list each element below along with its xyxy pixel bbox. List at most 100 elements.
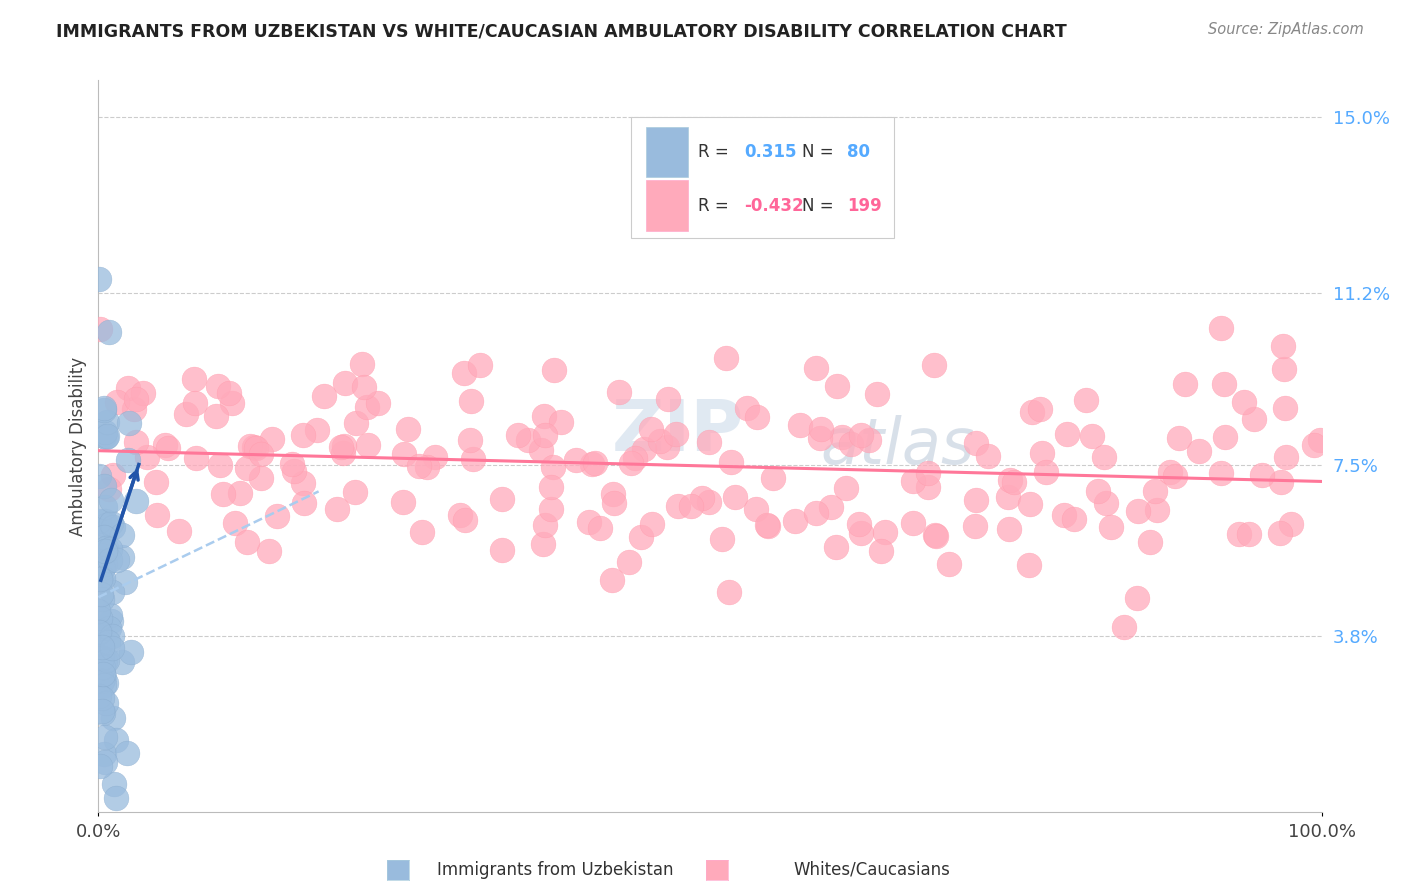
Point xyxy=(1227,527,1250,541)
Point xyxy=(1188,444,1211,458)
Point xyxy=(208,458,231,472)
Point xyxy=(153,438,176,452)
Point xyxy=(281,457,304,471)
Point xyxy=(103,711,125,725)
Point xyxy=(239,439,262,453)
Point xyxy=(679,500,702,514)
Point xyxy=(810,422,832,436)
Point xyxy=(1272,339,1295,353)
Point xyxy=(1270,475,1292,489)
Point xyxy=(449,508,471,522)
Point xyxy=(94,696,117,710)
Point xyxy=(224,516,246,531)
Point xyxy=(332,445,354,459)
Y-axis label: Ambulatory Disability: Ambulatory Disability xyxy=(69,357,87,535)
Point xyxy=(218,386,240,401)
Point xyxy=(167,524,190,538)
Point xyxy=(697,434,720,449)
Point xyxy=(90,652,112,666)
Point xyxy=(357,438,380,452)
Point xyxy=(87,690,110,704)
Point xyxy=(117,453,139,467)
Point xyxy=(221,396,243,410)
Point xyxy=(211,487,233,501)
Point xyxy=(848,516,870,531)
Point xyxy=(938,558,960,572)
Point xyxy=(470,359,492,373)
Point xyxy=(96,429,118,443)
Point xyxy=(184,396,207,410)
Text: Source: ZipAtlas.com: Source: ZipAtlas.com xyxy=(1208,22,1364,37)
Point xyxy=(120,645,142,659)
Text: N =: N = xyxy=(801,144,838,161)
Point xyxy=(460,393,482,408)
Text: N =: N = xyxy=(801,196,838,215)
Point xyxy=(97,635,120,649)
Point xyxy=(1139,535,1161,549)
Point xyxy=(619,556,641,570)
Point xyxy=(184,450,207,465)
Point xyxy=(396,422,419,436)
Point xyxy=(825,379,848,393)
Point xyxy=(94,654,117,668)
Point xyxy=(630,530,652,544)
Point xyxy=(997,490,1019,504)
Point xyxy=(367,396,389,410)
Point xyxy=(1095,496,1118,510)
Point xyxy=(720,455,742,469)
Point xyxy=(1056,426,1078,441)
FancyBboxPatch shape xyxy=(647,127,688,178)
Point xyxy=(91,530,114,544)
Point xyxy=(87,604,110,618)
Point xyxy=(1002,475,1025,489)
Point xyxy=(207,378,229,392)
Point xyxy=(1021,404,1043,418)
Point xyxy=(640,422,662,436)
Point xyxy=(461,452,484,467)
Point xyxy=(91,659,114,673)
Point xyxy=(96,653,118,667)
Point xyxy=(965,436,987,450)
Point xyxy=(1275,450,1298,464)
Point xyxy=(96,517,118,532)
Point xyxy=(602,487,624,501)
Point xyxy=(533,409,555,423)
Point xyxy=(411,524,433,539)
Point xyxy=(89,642,111,657)
Point xyxy=(145,508,167,522)
Point xyxy=(94,514,117,528)
Point xyxy=(93,429,115,443)
Point xyxy=(90,635,112,649)
Point xyxy=(1080,429,1102,443)
Point xyxy=(89,611,111,625)
Point xyxy=(1279,516,1302,531)
Point xyxy=(540,480,562,494)
Point xyxy=(1268,526,1291,541)
Point xyxy=(307,423,329,437)
Point xyxy=(1274,401,1296,416)
Point xyxy=(122,401,145,416)
Point xyxy=(755,517,778,532)
Point xyxy=(1272,362,1295,376)
Point xyxy=(804,360,827,375)
Point xyxy=(93,401,115,415)
Point xyxy=(236,534,259,549)
Point xyxy=(1164,469,1187,483)
Point xyxy=(1074,392,1097,407)
Point xyxy=(1209,320,1232,334)
Point xyxy=(228,485,250,500)
Point xyxy=(283,464,305,478)
Point xyxy=(408,458,430,473)
Point xyxy=(718,584,741,599)
Point xyxy=(724,490,747,504)
Point xyxy=(1309,433,1331,447)
Point xyxy=(714,351,737,365)
Point xyxy=(1029,402,1052,417)
Text: atlas: atlas xyxy=(820,415,974,477)
Point xyxy=(344,416,367,430)
Point xyxy=(90,591,112,606)
Point xyxy=(100,492,122,507)
Point xyxy=(425,450,447,465)
Point xyxy=(1168,431,1191,445)
Point xyxy=(1031,446,1053,460)
